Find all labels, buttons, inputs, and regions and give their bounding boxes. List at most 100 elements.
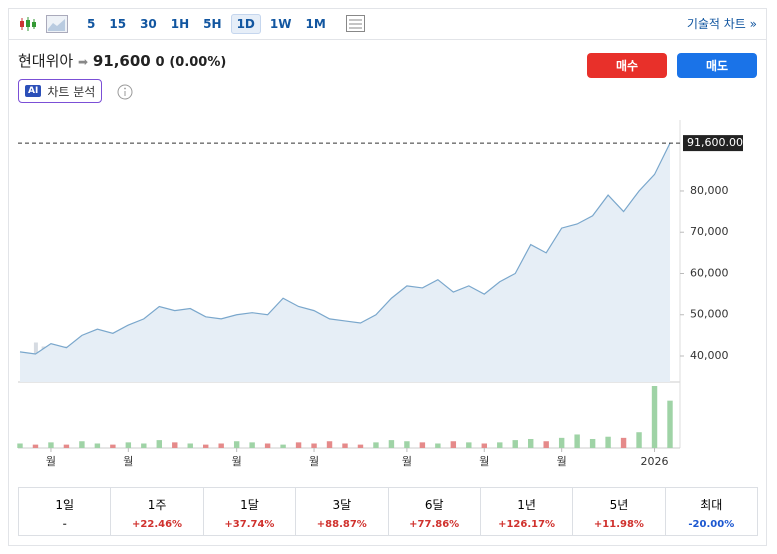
interval-button[interactable]: 15 (109, 16, 127, 31)
info-icon[interactable] (117, 84, 133, 100)
period-label: 1년 (517, 498, 536, 512)
volume-bar (218, 443, 224, 448)
volume-bar (295, 442, 302, 448)
volume-bar (203, 444, 209, 448)
price-area (20, 143, 670, 382)
volume-bar (605, 436, 611, 448)
volume-bar (110, 444, 116, 448)
stock-name: 현대위아 (18, 52, 74, 70)
volume-bar (264, 443, 271, 448)
interval-button[interactable]: 1H (170, 16, 190, 31)
x-tick-label: 월 (123, 455, 133, 468)
volume-bar (466, 442, 472, 448)
volume-bar (94, 443, 101, 448)
volume-bar (543, 441, 549, 448)
interval-button[interactable]: 5 (87, 16, 96, 31)
volume-bar (651, 386, 658, 448)
area-icon[interactable] (46, 14, 68, 33)
change-pct: (0.00%) (169, 55, 227, 70)
y-tick-label: 70,000 (690, 225, 729, 238)
interval-button[interactable]: 1W (269, 16, 292, 31)
volume-bar (419, 442, 426, 448)
x-tick-label: 월 (309, 455, 319, 468)
performance-cell: 1주 +22.46% (110, 488, 202, 535)
period-value: +22.46% (132, 519, 183, 530)
volume-bar (63, 444, 70, 448)
volume-bar (512, 440, 518, 448)
candle-icon[interactable] (18, 16, 38, 32)
y-tick-label: 80,000 (690, 184, 729, 197)
volume-bar (450, 441, 457, 448)
volume-bar (326, 441, 333, 448)
x-tick-label: 월 (402, 455, 412, 468)
volume-bar (187, 443, 193, 448)
price-line (19, 142, 671, 355)
chart: Investing.com40,00050,00060,00070,00080,… (17, 120, 743, 468)
y-tick-label: 40,000 (690, 349, 729, 362)
last-price-tag (683, 135, 743, 152)
volume-bar (79, 441, 85, 448)
indicator-icon[interactable] (345, 14, 367, 34)
volume-bar (249, 442, 255, 448)
technical-chart-link[interactable]: 기술적 차트 » (686, 17, 757, 31)
volume-bar (636, 432, 642, 448)
last-price-label: 91,600.00 (687, 136, 743, 149)
volume-bar (435, 443, 441, 448)
period-value: +11.98% (593, 519, 644, 530)
toolbar: 5 15 30 1H 5H 1D 1W 1M 기술적 차트 » (8, 8, 767, 40)
sell-button[interactable]: 매도 (677, 53, 757, 78)
period-label: 1일 (55, 498, 75, 512)
interval-button[interactable]: 5H (203, 16, 222, 31)
period-value: -20.00% (688, 519, 735, 530)
period-value: +37.74% (224, 519, 275, 530)
x-tick-label: 월 (232, 455, 242, 468)
period-label: 최대 (700, 498, 723, 512)
volume-bar (141, 443, 147, 448)
volume-bar (233, 441, 240, 448)
volume-bar (528, 438, 534, 448)
price: 91,600 (92, 52, 151, 70)
volume-bar (373, 442, 379, 448)
period-value: +77.86% (409, 519, 460, 530)
volume-bar (481, 443, 487, 448)
volume-bar (558, 437, 565, 448)
interval-button[interactable]: 1D (230, 13, 261, 34)
period-value: +88.87% (316, 519, 367, 530)
volume-bar (497, 442, 503, 448)
interval-button[interactable]: 1M (305, 16, 326, 31)
performance-cell: 1달 +37.74% (202, 488, 295, 535)
buy-button[interactable]: 매수 (587, 53, 667, 78)
performance-cell: 최대 -20.00% (664, 488, 757, 535)
volume-bar (574, 434, 580, 448)
performance-cell: 6달 +77.86% (387, 488, 480, 535)
volume-bar (357, 444, 364, 448)
y-tick-label: 50,000 (690, 308, 729, 321)
period-label: 5년 (609, 498, 629, 512)
x-tick-label: 월 (479, 455, 489, 468)
ai-badge: AI (25, 85, 42, 97)
interval-button[interactable]: 30 (140, 16, 157, 31)
ai-label: 차트 분석 (47, 84, 96, 99)
volume-bar (156, 440, 162, 448)
performance-cell: 3달 +88.87% (295, 488, 387, 535)
volume-bar (32, 444, 39, 448)
change: 0 (155, 55, 165, 70)
ai-button[interactable]: AI 차트 분석 (18, 79, 103, 103)
volume-bar (404, 441, 410, 448)
arrow: ➡ (77, 55, 89, 69)
period-label: 3달 (332, 498, 352, 512)
volume-bar (48, 442, 54, 448)
period-label: 1달 (240, 498, 259, 512)
performance-cell: 5년 +11.98% (572, 488, 664, 535)
x-tick-label: 2026 (641, 455, 669, 468)
volume-bar (589, 438, 596, 448)
volume-bar (280, 444, 286, 448)
period-value: +126.17% (498, 519, 556, 530)
performance-cell: 1년 +126.17% (479, 488, 572, 535)
volume-bar (388, 440, 395, 448)
period-label: 6달 (424, 498, 444, 512)
volume-bar (620, 437, 627, 448)
x-tick-label: 월 (46, 455, 56, 468)
y-tick-label: 60,000 (690, 266, 729, 279)
